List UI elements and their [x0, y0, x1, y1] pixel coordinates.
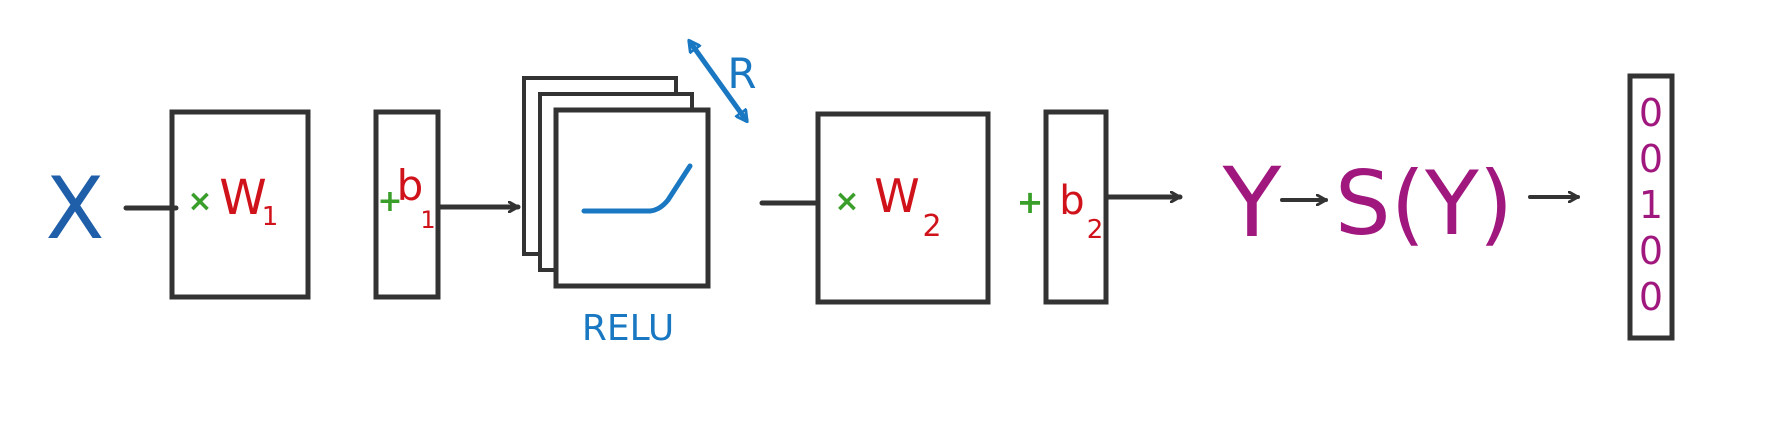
w2-multiply-operator: × — [834, 184, 859, 219]
w1-multiply-operator: × — [187, 184, 212, 219]
w1-label: W — [219, 170, 266, 226]
onehot-entry: 0 — [1639, 137, 1663, 181]
softmax-label: S(Y) — [1335, 152, 1513, 255]
b1-subscript: 1 — [420, 206, 435, 234]
w1-subscript: 1 — [262, 202, 279, 232]
relu-depth-arrow — [690, 42, 746, 120]
b2-subscript: 2 — [1087, 215, 1104, 245]
b1-add-operator: + — [377, 184, 402, 219]
b2-add-operator: + — [1017, 183, 1044, 221]
b1-label: b — [397, 161, 424, 210]
onehot-vector-box — [1627, 73, 1675, 341]
onehot-entry: 1 — [1639, 183, 1663, 227]
relu-label: RELU — [582, 308, 674, 349]
w2-subscript: 2 — [922, 209, 941, 244]
w2-label: W — [874, 169, 919, 223]
b1-bias-box — [373, 109, 441, 300]
relu-depth-label: R — [727, 49, 756, 98]
onehot-entry: 0 — [1639, 229, 1663, 273]
onehot-entry: 0 — [1639, 91, 1663, 135]
b2-bias-box — [1043, 109, 1109, 305]
w2-matrix-box — [815, 111, 991, 305]
logits-y-label: Y — [1222, 147, 1282, 259]
w1-matrix-box — [169, 109, 311, 300]
relu-layer-stack — [522, 76, 711, 289]
onehot-entry: 0 — [1639, 275, 1663, 319]
b2-label: b — [1059, 178, 1084, 224]
input-x-label: X — [46, 159, 105, 259]
relu-activation-curve — [581, 163, 693, 214]
